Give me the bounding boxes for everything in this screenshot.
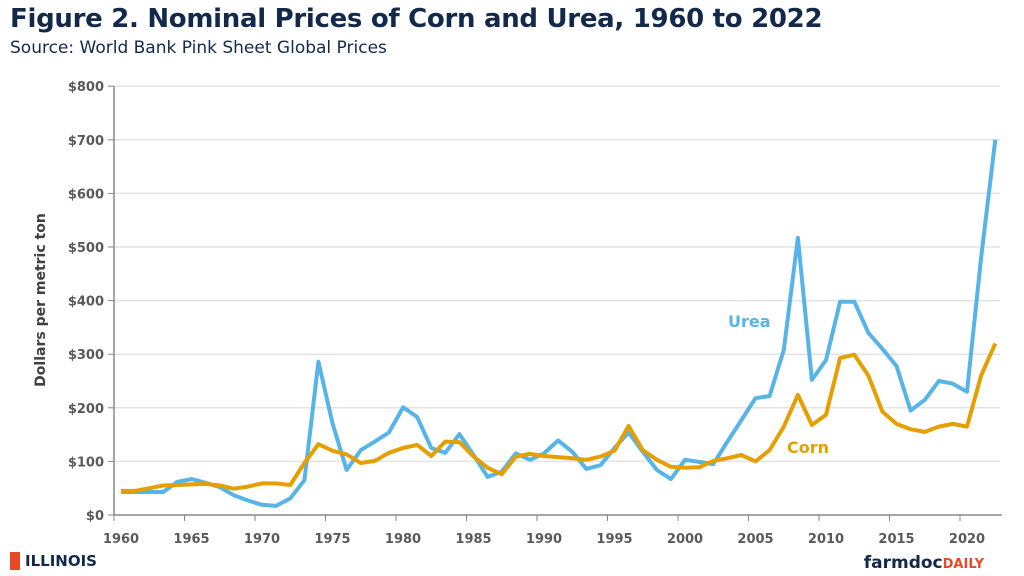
y-tick-label: $400 [68,295,104,310]
farmdoc-logo-text: farmdoc [863,553,943,573]
y-tick-label: $300 [68,348,104,363]
y-tick-label: $100 [68,455,104,470]
series-line-corn [121,342,998,493]
y-tick-label: $500 [68,241,104,256]
y-axis-label: Dollars per metric ton [33,213,49,387]
x-tick-label: 1975 [314,532,350,547]
series-label-corn: Corn [787,438,829,457]
x-tick-label: 1965 [173,532,209,547]
x-tick-label: 1995 [596,532,632,547]
x-tick-label: 2000 [667,532,703,547]
x-tick-label: 1985 [455,532,491,547]
chart-title: Figure 2. Nominal Prices of Corn and Ure… [10,4,823,34]
x-tick-label: 2010 [808,532,844,547]
illinois-logo-text: ILLINOIS [25,552,97,570]
y-tick-label: $800 [68,80,104,95]
x-tick-label: 2015 [878,532,914,547]
y-tick-label: $200 [68,402,104,417]
x-tick-label: 1980 [385,532,421,547]
series-line-urea [121,139,998,508]
x-tick-label: 1990 [526,532,562,547]
farmdoc-daily-logo: farmdocDAILY [864,553,984,573]
daily-logo-text: DAILY [942,557,984,572]
x-tick-label: 2005 [737,532,773,547]
y-tick-label: $0 [86,509,104,524]
y-tick-label: $600 [68,187,104,202]
block-i-icon [10,552,20,570]
x-tick-label: 1960 [103,532,139,547]
x-tick-label: 2020 [949,532,985,547]
chart-subtitle: Source: World Bank Pink Sheet Global Pri… [10,38,387,58]
series-label-urea: Urea [728,312,771,331]
illinois-logo: ILLINOIS [10,552,97,570]
y-tick-label: $700 [68,134,104,149]
x-tick-label: 1970 [244,532,280,547]
